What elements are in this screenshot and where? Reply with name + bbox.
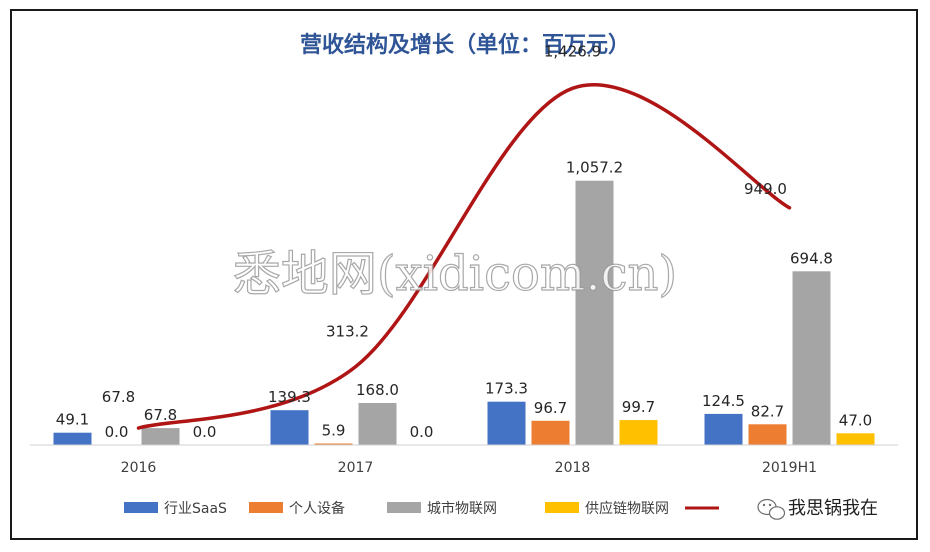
legend-swatch [124,502,158,513]
bar-layer [53,180,875,446]
bar-value-label: 99.7 [622,398,655,416]
bar-1-2018 [487,401,526,445]
bar-3-2016 [141,428,180,445]
line-value-label: 67.8 [102,388,135,406]
bar-4-2018 [619,420,658,445]
x-tick-label: 2016 [121,460,157,476]
bar-3-2019H1 [792,271,831,445]
bar-value-label: 1,057.2 [566,159,623,177]
bar-3-2018 [575,180,614,445]
total-line [136,83,792,430]
bar-value-label: 0.0 [105,423,129,441]
bar-2-2019H1 [748,424,787,445]
bar-value-label: 139.3 [268,388,311,406]
signature-text: 我思锅我在 [788,498,878,519]
x-tick-label: 2017 [338,460,374,476]
bar-value-label: 67.8 [144,406,177,424]
legend: 行业SaaS 个人设备 城市物联网 供应链物联网 [124,500,719,517]
signature: 我思锅我在 [757,498,878,520]
x-tick-label: 2019H1 [762,460,817,476]
bar-value-label: 82.7 [751,402,784,420]
data-labels: 49.1 0.0 67.8 0.0 139.3 5.9 168.0 0.0 173.3 96.7 1… [56,42,872,441]
bar-1-2016 [53,432,92,445]
bar-value-label: 47.0 [839,411,872,429]
line-layer [136,83,792,430]
bar-value-label: 96.7 [534,399,567,417]
wechat-icon [757,498,786,520]
line-value-label: 313.2 [326,323,369,341]
legend-swatch [387,502,421,513]
line-value-label: 949.0 [744,180,787,198]
bar-1-2019H1 [704,413,743,445]
chart-frame [10,9,918,540]
legend-swatch [249,502,283,513]
bar-value-label: 0.0 [193,423,217,441]
bar-3-2017 [358,403,397,445]
legend-label: 个人设备 [289,500,345,517]
x-axis-ticks: 2016 2017 2018 2019H1 [121,460,817,476]
bar-2-2017 [314,443,353,445]
legend-label: 供应链物联网 [585,500,669,517]
bar-value-label: 694.8 [790,249,833,267]
line-value-label: 1,426.9 [544,42,601,60]
bar-value-label: 0.0 [410,423,434,441]
bar-value-label: 49.1 [56,411,89,429]
legend-swatch [545,502,579,513]
x-tick-label: 2018 [555,460,591,476]
bar-4-2019H1 [836,433,875,446]
chart-title: 营收结构及增长（单位：百万元） [300,32,630,58]
bar-value-label: 168.0 [356,381,399,399]
bar-value-label: 173.3 [485,380,528,398]
bar-2-2018 [531,420,570,445]
legend-label: 城市物联网 [427,500,497,517]
bar-value-label: 5.9 [322,422,346,440]
bar-value-label: 124.5 [702,392,745,410]
bar-1-2017 [270,410,309,445]
watermark-text: 悉地网(xidicom.cn) [233,246,677,302]
legend-label: 行业SaaS [164,501,227,517]
